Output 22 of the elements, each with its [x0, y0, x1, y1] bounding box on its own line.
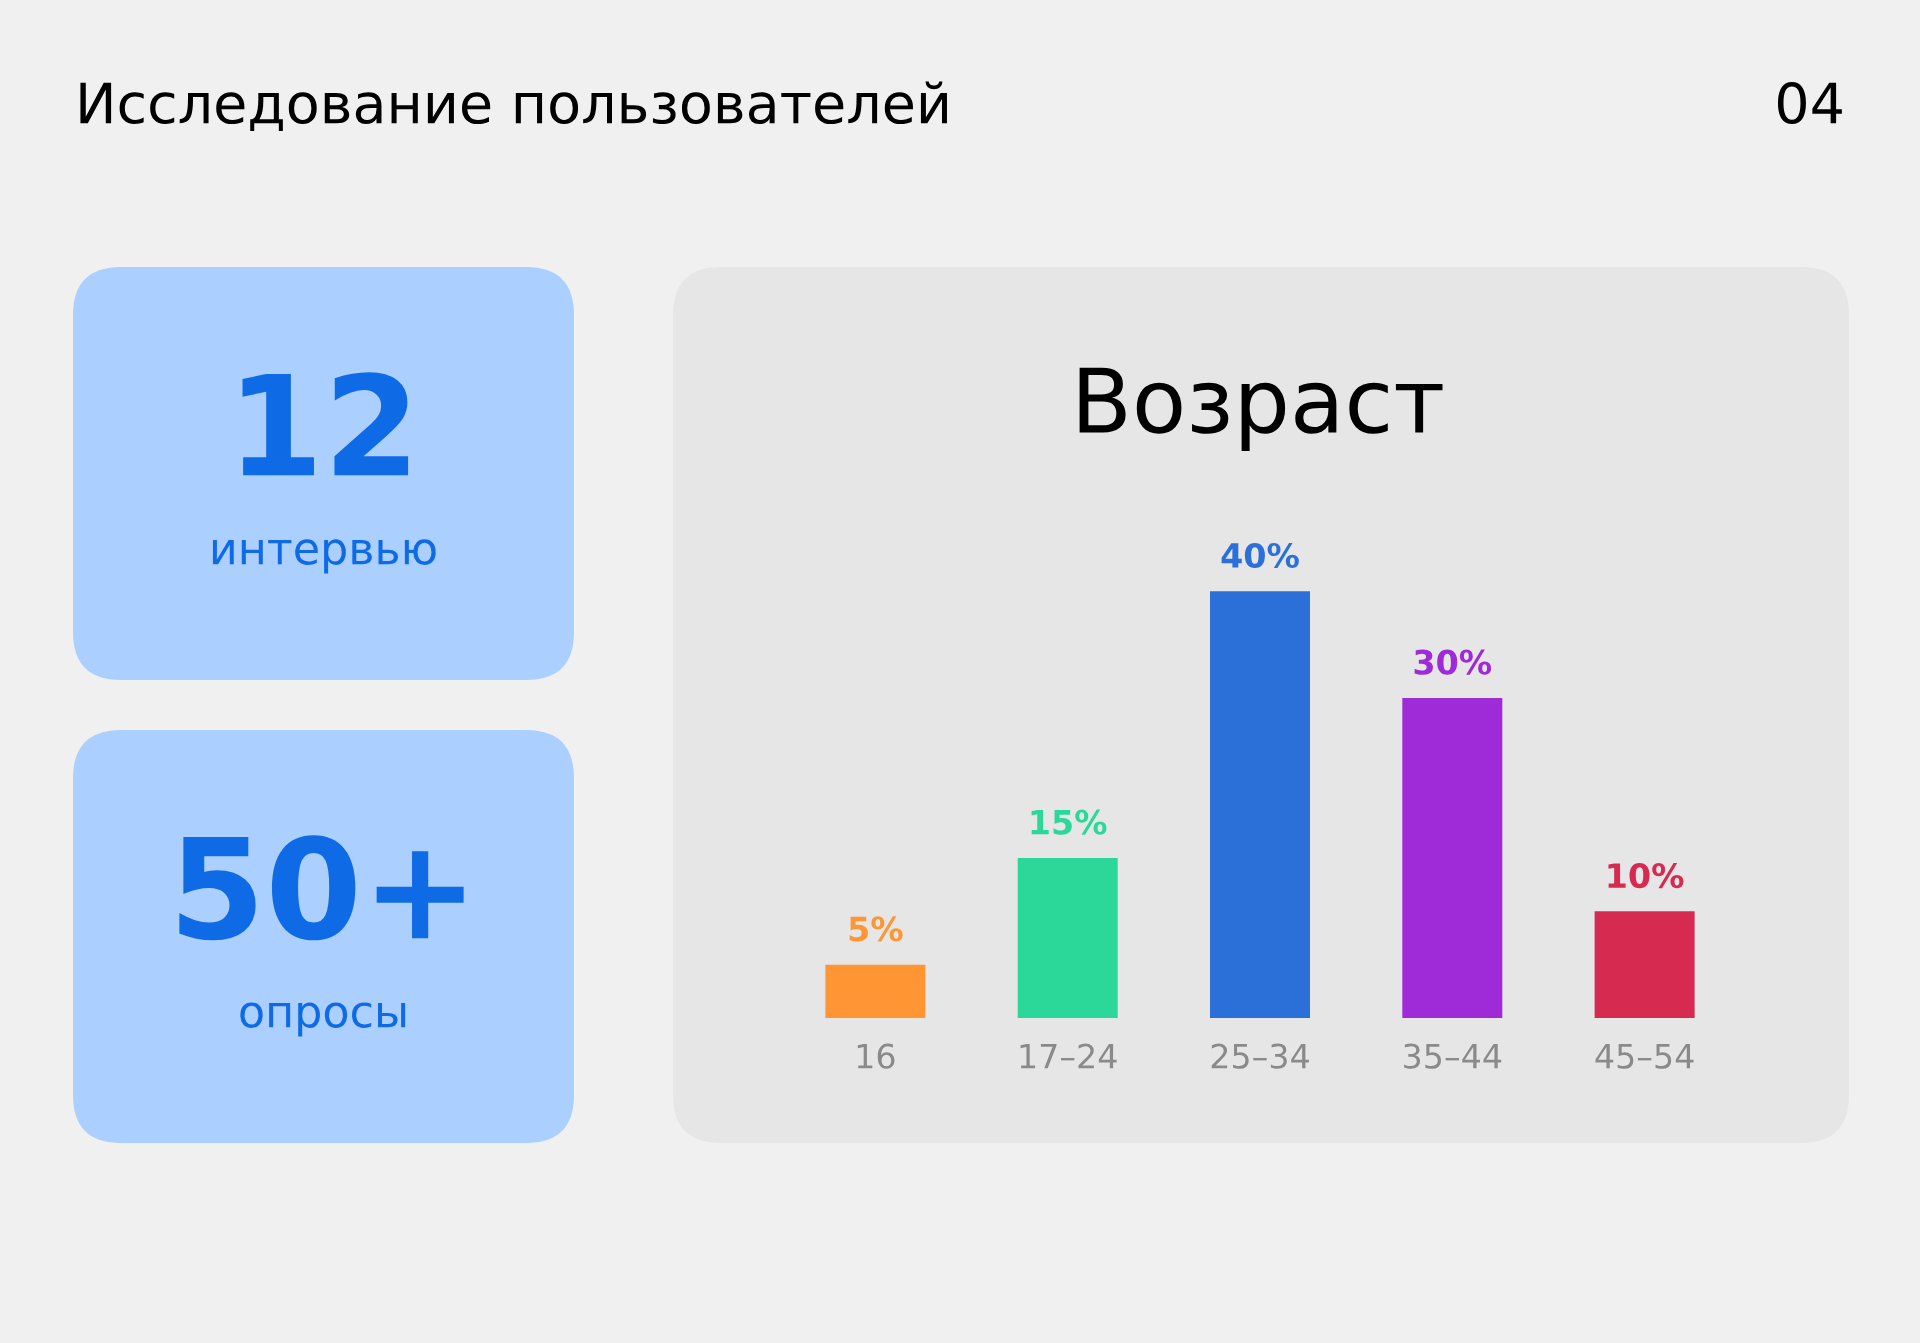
text: интервью	[212, 539, 436, 574]
data-label: 30%	[1414, 649, 1492, 675]
bar	[1594, 911, 1695, 1018]
x-tick-label: 17–24	[1020, 1043, 1117, 1069]
text: 50+	[179, 835, 464, 941]
bar	[1210, 591, 1310, 1018]
bar	[1402, 697, 1503, 1018]
data-label: 5%	[849, 916, 903, 942]
text: опросы	[240, 1002, 406, 1037]
data-label: 40%	[1221, 542, 1299, 569]
x-tick-label: 25–34	[1211, 1043, 1309, 1069]
data-label: 10%	[1608, 862, 1684, 889]
text: 04	[1777, 82, 1842, 125]
bar	[1017, 857, 1118, 1018]
x-tick-label: 35–44	[1404, 1043, 1502, 1069]
data-label: 15%	[1031, 809, 1107, 835]
x-tick-label: 16	[857, 1043, 895, 1069]
chart-title: Возраст	[1079, 367, 1443, 452]
x-tick-label: 45–54	[1595, 1044, 1694, 1069]
bar	[825, 964, 926, 1018]
text: 12	[242, 372, 409, 476]
text: Исследование пользователей	[80, 81, 947, 131]
